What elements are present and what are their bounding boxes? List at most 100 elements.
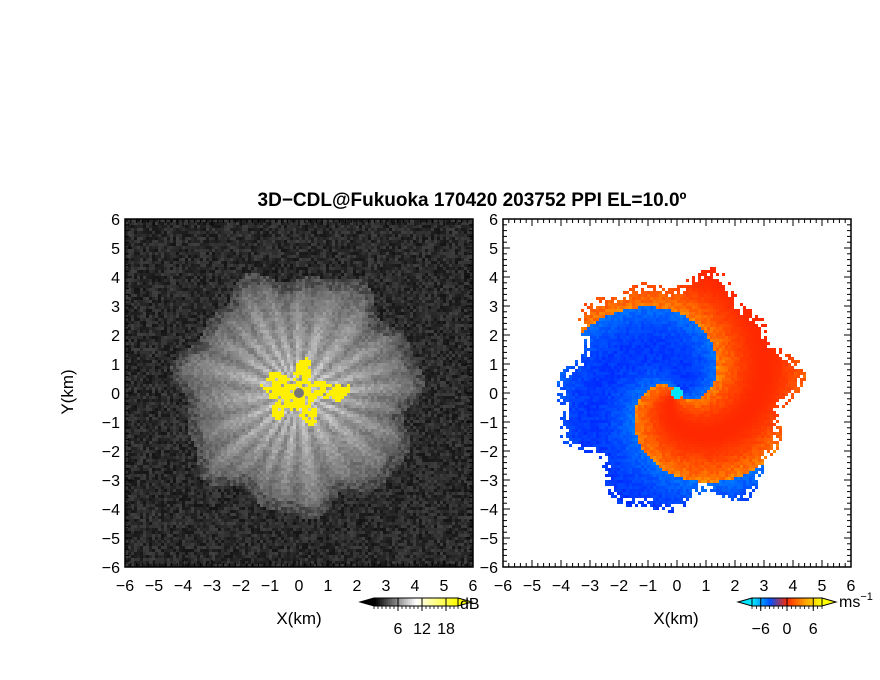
colorbar-swatch [420,598,423,606]
colorbar-swatch [422,598,425,606]
y-tick-label: −2 [102,444,120,461]
y-tick-label: 6 [111,212,120,229]
colorbar-swatch [808,598,811,606]
x-tick-label: 1 [702,578,711,595]
colorbar-swatch [454,598,457,606]
colorbar-swatch [400,598,403,606]
colorbar-swatch [424,598,427,606]
velocity-colorbar-unit: ms−1 [839,591,873,611]
colorbar-swatch [446,598,449,606]
colorbar-swatch [810,598,813,606]
x-tick-label: −3 [203,578,221,595]
y-tick-label: 2 [111,328,120,345]
colorbar-swatch [398,598,401,606]
x-tick-label: −3 [581,578,599,595]
y-tick-label: −6 [102,560,120,577]
x-tick-label: −2 [610,578,628,595]
x-tick-label: −1 [639,578,657,595]
y-tick-label: −4 [480,502,498,519]
y-tick-label: 3 [489,299,498,316]
x-tick-label: 0 [673,578,682,595]
colorbar-swatch [816,598,819,606]
y-tick-label: 6 [489,212,498,229]
x-tick-label: −6 [494,578,512,595]
colorbar-tick-label: 18 [437,621,455,638]
colorbar-swatch [792,598,795,606]
x-tick-label: 3 [760,578,769,595]
x-tick-label: 5 [440,578,449,595]
colorbar-swatch [378,598,381,606]
colorbar-swatch [384,598,387,606]
figure-title: 3D−CDL@Fukuoka 170420 203752 PPI EL=10.0… [258,190,687,211]
x-tick-label: 4 [789,578,798,595]
colorbar-swatch [418,598,421,606]
colorbar-swatch [402,598,405,606]
colorbar-swatch [762,598,765,606]
y-tick-label: −2 [480,444,498,461]
colorbar-tick-label: 6 [394,621,403,638]
x-tick-label: −2 [232,578,250,595]
colorbar-swatch [426,598,429,606]
colorbar-swatch [802,598,805,606]
x-tick-label: 5 [818,578,827,595]
colorbar-swatch [436,598,439,606]
y-tick-label: −1 [480,415,498,432]
x-tick-label: 0 [295,578,304,595]
y-tick-label: 4 [489,270,498,287]
x-tick-label: 3 [382,578,391,595]
colorbar-swatch [410,598,413,606]
y-tick-label: 5 [111,241,120,258]
colorbar-swatch [766,598,769,606]
colorbar-swatch [428,598,431,606]
reflectivity-colorbar-unit: dB [460,596,480,613]
colorbar-swatch [444,598,447,606]
colorbar-swatch [388,598,391,606]
x-tick-label: −5 [523,578,541,595]
colorbar-swatch [772,598,775,606]
colorbar-swatch [406,598,409,606]
colorbar-swatch [430,598,433,606]
colorbar-high-arrow [821,597,838,607]
colorbar-swatch [778,598,781,606]
colorbar-swatch [374,598,377,606]
y-axis-label: Y(km) [58,369,77,414]
x-tick-label: 6 [469,578,478,595]
y-tick-label: 0 [489,386,498,403]
colorbar-tick-label: 0 [783,621,792,638]
x-tick-label: 2 [731,578,740,595]
colorbar-swatch [414,598,417,606]
x-tick-label: −1 [261,578,279,595]
right-x-axis-label: X(km) [653,609,698,628]
colorbar-swatch [442,598,445,606]
x-tick-label: 1 [324,578,333,595]
colorbar-swatch [440,598,443,606]
radar-site-marker [294,388,304,398]
colorbar-swatch [416,598,419,606]
colorbar-swatch [820,598,823,606]
colorbar-swatch [768,598,771,606]
y-tick-label: 0 [111,386,120,403]
colorbar-swatch [776,598,779,606]
colorbar-swatch [448,598,451,606]
colorbar-swatch [404,598,407,606]
colorbar-swatch [450,598,453,606]
colorbar-swatch [814,598,817,606]
colorbar-low-arrow [736,597,753,607]
colorbar-swatch [764,598,767,606]
radar-site-marker [672,388,682,398]
colorbar-swatch [806,598,809,606]
x-tick-label: 2 [353,578,362,595]
colorbar-swatch [408,598,411,606]
colorbar-swatch [770,598,773,606]
colorbar-swatch [794,598,797,606]
colorbar-swatch [434,598,437,606]
y-tick-label: 5 [489,241,498,258]
colorbar-swatch [774,598,777,606]
colorbar-swatch [754,598,757,606]
x-tick-label: 4 [411,578,420,595]
colorbar-swatch [790,598,793,606]
left-x-axis-label: X(km) [276,609,321,628]
colorbar-swatch [392,598,395,606]
colorbar-tick-label: 12 [413,621,431,638]
colorbar-low-arrow [358,597,375,607]
